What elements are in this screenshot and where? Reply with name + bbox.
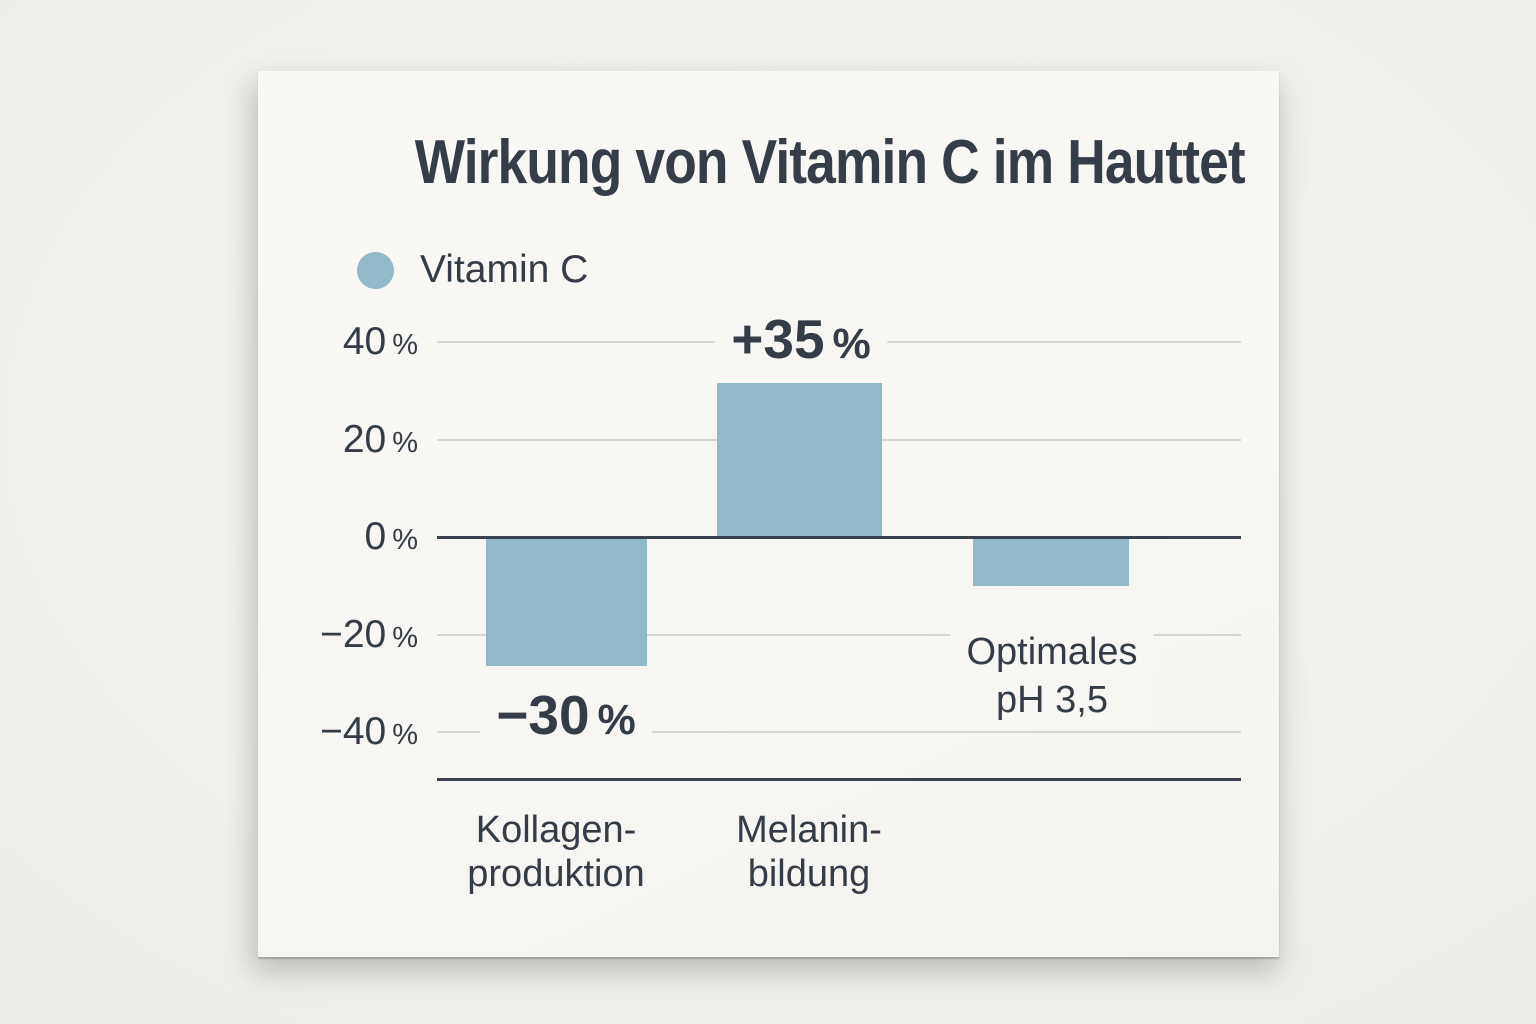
annotation-line: −30% [496, 683, 636, 747]
y-tick-label: 40% [266, 316, 418, 371]
annotation-line: pH 3,5 [996, 679, 1108, 721]
bar-optimales-ph-3-5 [973, 537, 1129, 586]
y-tick-number: −20 [320, 612, 387, 656]
legend: Vitamin C [357, 248, 588, 292]
category-line: Melanin- [736, 809, 882, 851]
plot-area: 40% 20% 0% −20% −40% −30% +35% Optimales pH 3,5 K… [258, 71, 1279, 957]
chart-card: Wirkung von Vitamin C im Hauttet Vitamin… [258, 71, 1279, 957]
bar-note-label: Optimales pH 3,5 [950, 626, 1154, 726]
y-tick-unit: % [392, 719, 418, 751]
legend-swatch-circle [357, 251, 394, 289]
annotation-line: Optimales [966, 631, 1138, 673]
bar-kollagenproduktion [486, 537, 647, 667]
y-tick-number: 40 [342, 320, 387, 363]
x-axis-line [437, 778, 1241, 781]
chart-title: Wirkung von Vitamin C im Hauttet [414, 128, 1246, 197]
category-line: bildung [747, 853, 871, 895]
annotation-unit: % [597, 696, 636, 744]
y-tick-label: −40% [266, 706, 418, 761]
bar-melaninbildung [717, 382, 882, 537]
y-tick-number: 20 [342, 417, 387, 461]
annotation-line: +35% [731, 307, 871, 371]
legend-label: Vitamin C [420, 248, 589, 291]
category-line: produktion [467, 853, 645, 895]
y-tick-unit: % [392, 426, 418, 459]
y-tick-number: −40 [320, 710, 387, 753]
x-category-label: Kollagen-produktion [467, 808, 644, 896]
x-category-label: Melanin-bildung [736, 808, 882, 896]
bar-value-label: −30% [480, 681, 652, 749]
annotation-number: +35 [731, 308, 825, 370]
annotation-number: −30 [496, 684, 590, 746]
bar-value-label: +35% [715, 305, 887, 373]
y-tick-label: 20% [266, 414, 418, 469]
y-tick-unit: % [392, 621, 418, 654]
gridline [437, 633, 1241, 636]
y-tick-label: −20% [266, 609, 418, 664]
gridline [437, 731, 1241, 733]
y-tick-number: 0 [364, 515, 387, 558]
y-tick-unit: % [392, 329, 418, 361]
y-tick-label: 0% [266, 511, 419, 566]
y-tick-unit: % [392, 524, 418, 556]
zero-axis-line [437, 535, 1241, 539]
annotation-unit: % [832, 320, 871, 368]
category-line: Kollagen- [475, 809, 637, 851]
